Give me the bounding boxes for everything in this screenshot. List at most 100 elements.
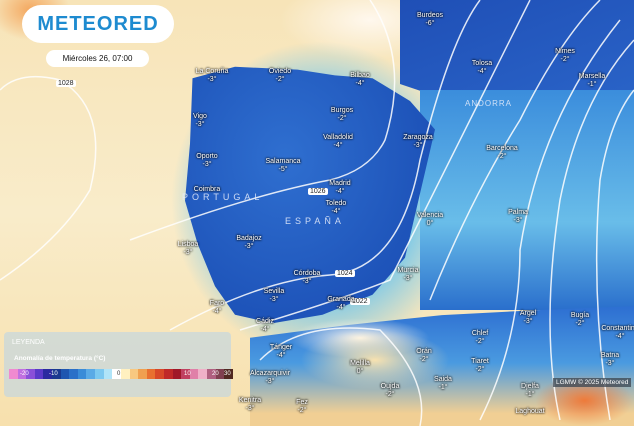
- city-label: Orán -2°: [416, 348, 432, 364]
- city-label: Oporto -3°: [196, 153, 217, 169]
- city-temp: -4°: [260, 326, 270, 333]
- city-name: Orán: [416, 348, 432, 355]
- isobar-line: [479, 19, 621, 421]
- scale-swatch: [34, 369, 44, 379]
- city-name: La Coruña: [195, 68, 229, 75]
- isobar-label: 1022: [350, 298, 370, 305]
- city-name: Valladolid: [323, 134, 353, 141]
- city-temp: -3°: [202, 161, 212, 168]
- city-label: Bugía -2°: [571, 312, 589, 328]
- city-name: Granada: [327, 296, 355, 303]
- city-temp: -4°: [335, 188, 345, 195]
- city-label: Fez -2°: [296, 399, 308, 415]
- scale-swatch: [9, 369, 18, 379]
- isobar-line: [549, 39, 634, 421]
- city-label: Lisboa -3°: [178, 241, 199, 257]
- city-temp: -4°: [615, 333, 625, 340]
- city-temp: -3°: [413, 142, 423, 149]
- isobar-line: [259, 327, 423, 426]
- scale-swatch: [198, 369, 208, 379]
- city-name: Burdeos: [416, 12, 444, 19]
- city-label: Melilla 0°: [350, 360, 370, 376]
- scale-swatch: [207, 369, 216, 379]
- city-label: Oviedo -2°: [269, 68, 291, 84]
- city-label: Madrid -4°: [329, 180, 350, 196]
- scale-tick: 0: [117, 371, 121, 377]
- country-label-portugal: PORTUGAL: [182, 192, 264, 202]
- city-label: Kenitra -3°: [239, 397, 261, 413]
- isobar-line: [239, 0, 531, 331]
- city-name: Cádiz: [256, 318, 274, 325]
- city-temp: -3°: [605, 360, 615, 367]
- scale-swatch: [103, 369, 113, 379]
- city-temp: -4°: [212, 308, 222, 315]
- city-temp: -3°: [265, 378, 275, 385]
- city-label: Tiaret -2°: [471, 358, 489, 374]
- city-name: Palma: [508, 209, 528, 216]
- city-temp: -3°: [269, 296, 279, 303]
- city-label: Murcia -3°: [397, 267, 418, 283]
- scale-swatch: [43, 369, 53, 379]
- isobar-line: [169, 0, 481, 331]
- city-temp: -3°: [403, 275, 413, 282]
- city-name: Barcelona: [486, 145, 518, 152]
- city-label: Marsella -1°: [579, 73, 605, 89]
- scale-swatch: [77, 369, 87, 379]
- city-temp: -2°: [275, 76, 285, 83]
- city-name: Badajoz: [236, 235, 262, 242]
- city-label: Tánger -4°: [270, 344, 292, 360]
- city-name: Tánger: [269, 344, 293, 351]
- city-name: Oporto: [196, 153, 218, 160]
- city-name: Murcia: [397, 267, 419, 274]
- city-name: Constantina: [601, 325, 634, 332]
- city-temp: -4°: [276, 352, 286, 359]
- city-label: Badajoz -3°: [236, 235, 261, 251]
- city-name: Vigo: [193, 113, 207, 120]
- city-temp: 0°: [426, 220, 434, 227]
- scale-swatch: [172, 369, 182, 379]
- color-scale: [9, 369, 233, 379]
- city-label: La Coruña -3°: [196, 68, 229, 84]
- city-label: Saida -1°: [434, 376, 452, 392]
- city-label: Bilbao -4°: [350, 72, 369, 88]
- city-name: Djelfa: [521, 383, 539, 390]
- city-name: Oujda: [380, 383, 400, 390]
- city-name: Burgos: [330, 107, 354, 114]
- city-label: Constantina-4°: [601, 325, 634, 341]
- city-label: Argel -3°: [520, 310, 536, 326]
- city-temp: -3°: [302, 278, 312, 285]
- city-name: Kenitra: [238, 397, 262, 404]
- city-name: Toledo: [325, 200, 347, 207]
- city-name: Faro: [209, 300, 225, 307]
- city-temp: -4°: [331, 208, 341, 215]
- meteored-logo[interactable]: METEORED: [22, 5, 174, 43]
- legend-title: LEYENDA: [12, 339, 45, 346]
- city-temp: -3°: [195, 121, 205, 128]
- scale-swatch: [52, 369, 61, 379]
- scale-swatch: [129, 369, 139, 379]
- scale-swatch: [224, 369, 233, 379]
- city-label: Sevilla -3°: [264, 288, 285, 304]
- city-label: Laghouat: [515, 408, 544, 416]
- city-temp: -1°: [587, 81, 597, 88]
- isobar-line: [595, 89, 634, 421]
- city-label: Toledo -4°: [326, 200, 347, 216]
- city-name: Nimes: [555, 48, 575, 55]
- city-label: Palma -3°: [508, 209, 528, 225]
- scale-swatch: [155, 369, 164, 379]
- city-temp: -2°: [337, 115, 347, 122]
- city-temp: -2°: [475, 366, 485, 373]
- city-name: Madrid: [329, 180, 351, 187]
- city-temp: -4°: [355, 80, 365, 87]
- city-temp: -4°: [336, 304, 346, 311]
- scale-swatch: [146, 369, 156, 379]
- city-label: Córdoba -3°: [294, 270, 321, 286]
- city-label: Zaragoza -3°: [403, 134, 433, 150]
- scale-swatch: [26, 369, 35, 379]
- scale-swatch: [163, 369, 173, 379]
- city-name: Alcazarquivir: [249, 370, 291, 377]
- legend-panel: LEYENDA Anomalía de temperatura (°C) -20…: [4, 332, 233, 397]
- city-name: Oviedo: [268, 68, 292, 75]
- isobar-label: 1026: [308, 188, 328, 195]
